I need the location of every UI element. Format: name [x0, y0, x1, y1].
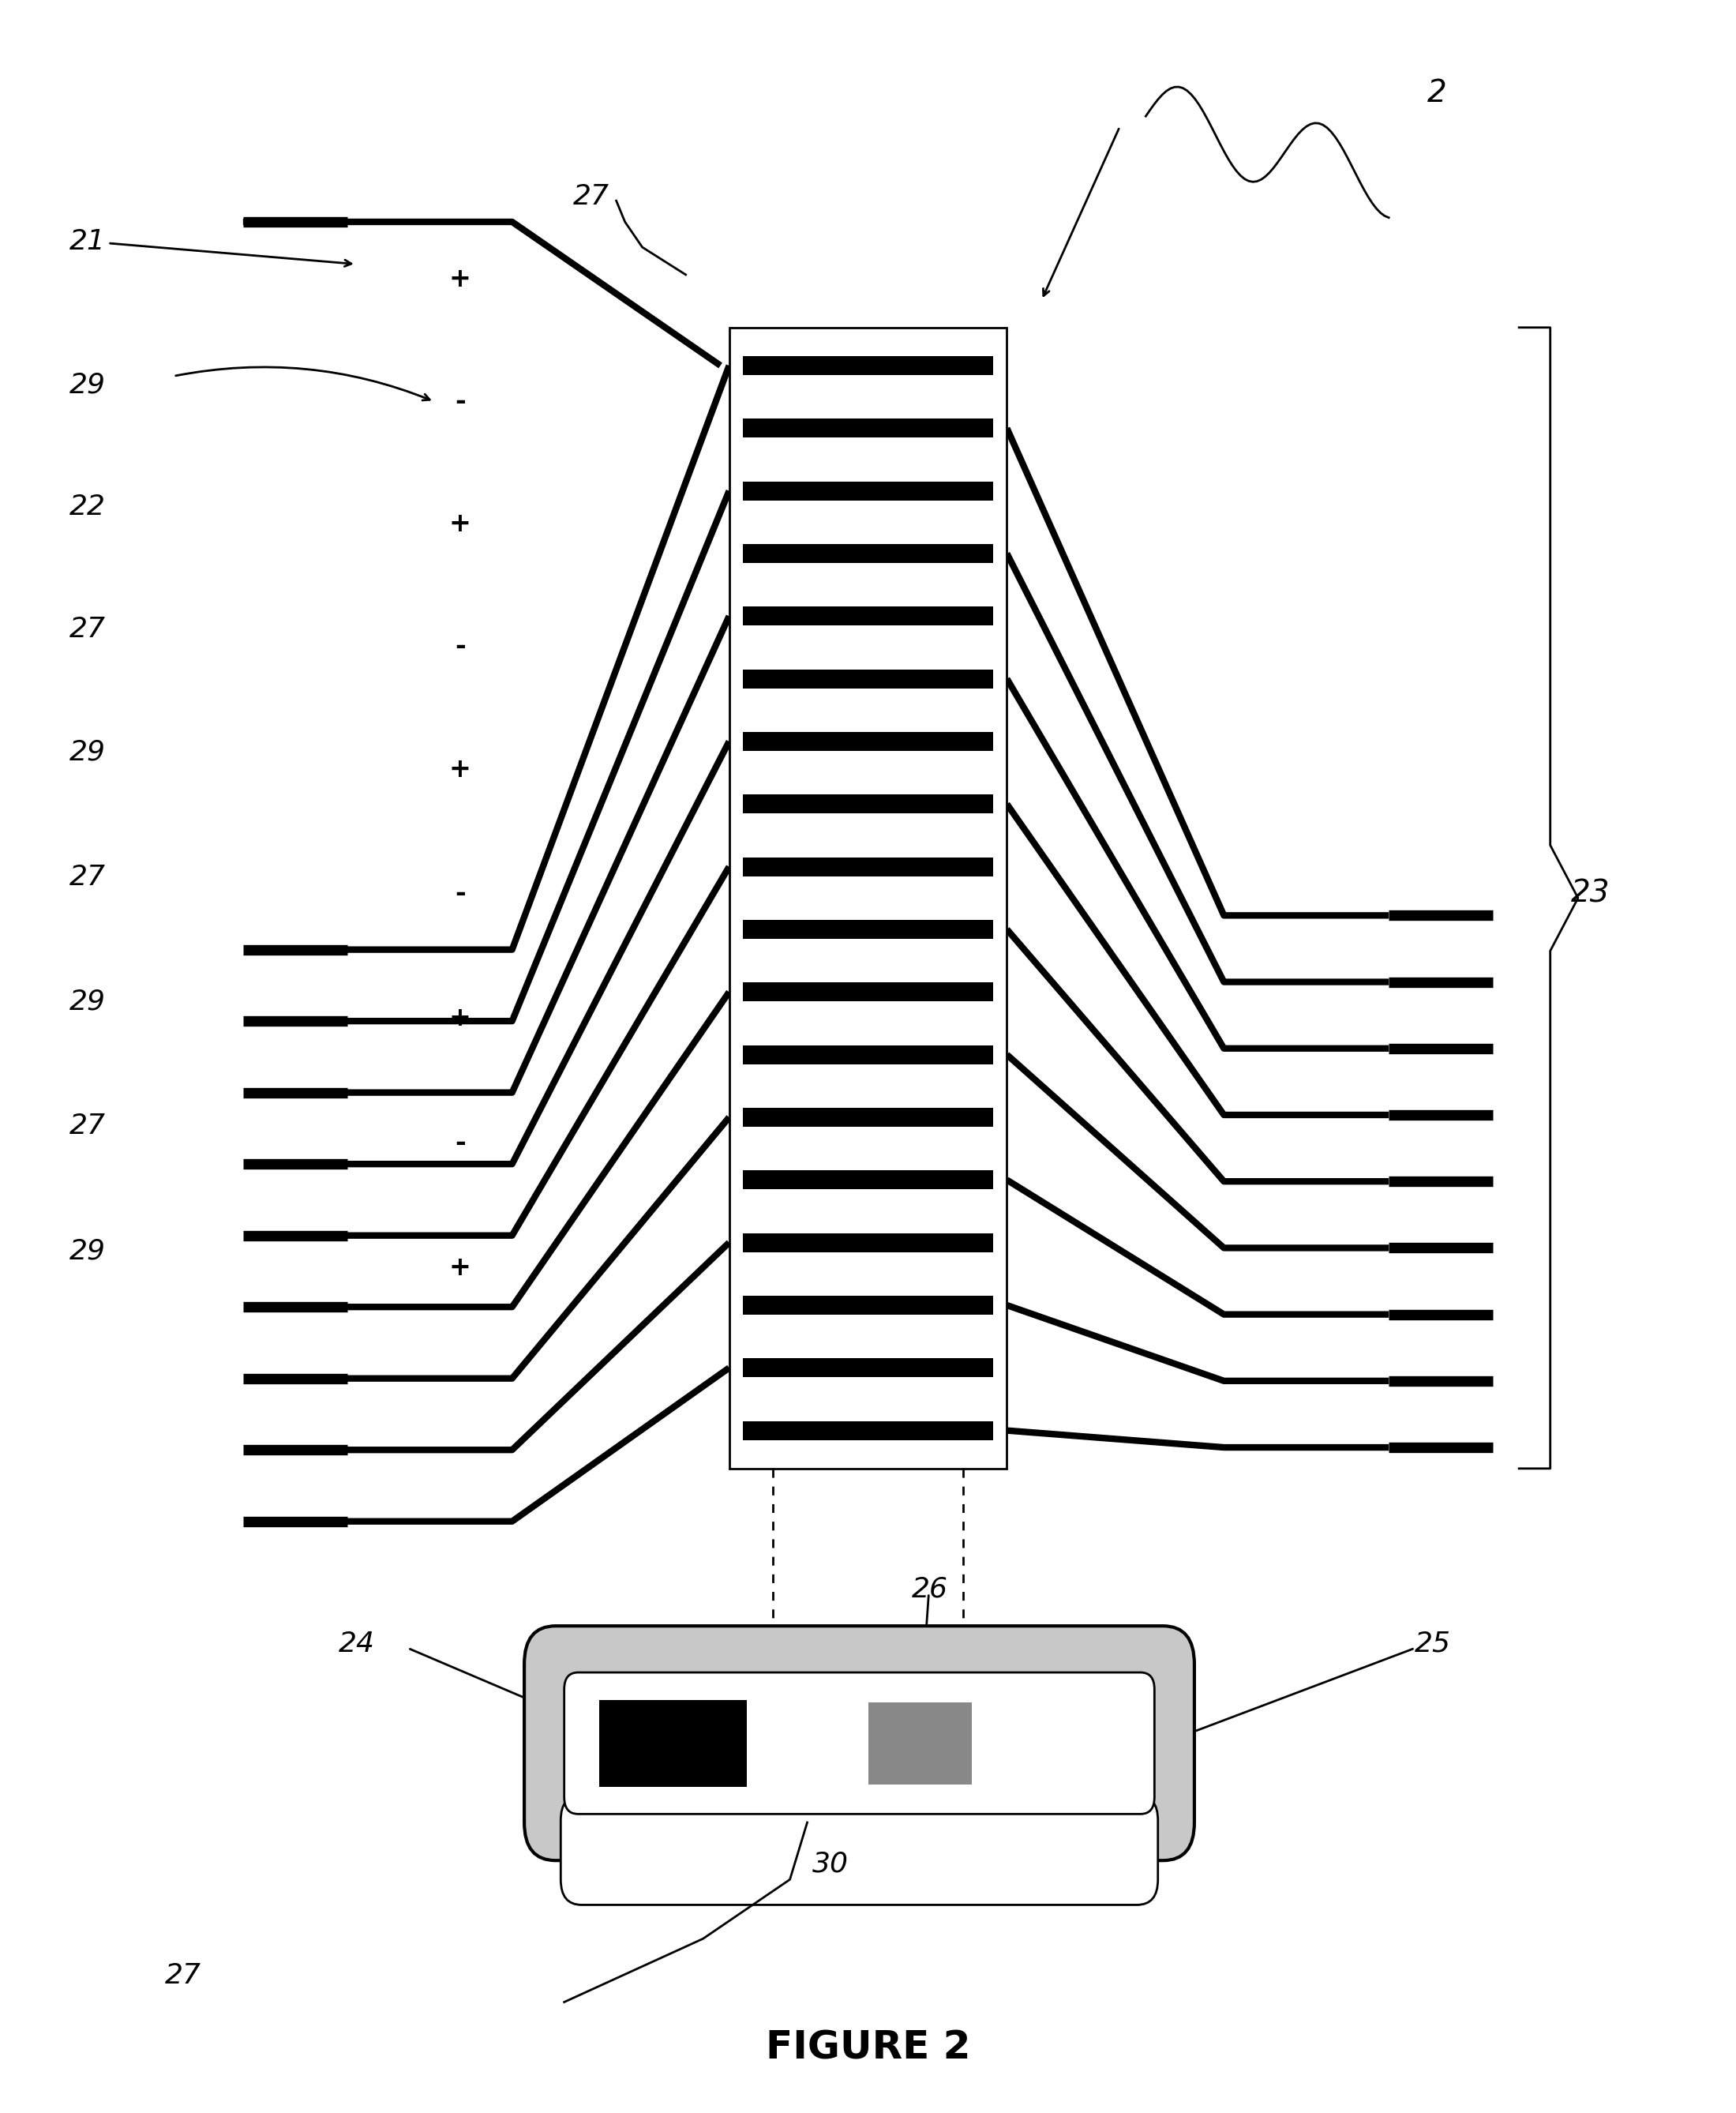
Bar [599, 1699, 746, 1788]
Bar [743, 1359, 993, 1378]
Text: +: + [450, 1255, 470, 1280]
Text: 25: 25 [1415, 1631, 1451, 1657]
Text: -: - [455, 881, 465, 906]
Text: 27: 27 [573, 184, 609, 209]
Bar [743, 543, 993, 562]
Text: 29: 29 [69, 1238, 106, 1264]
Bar [743, 482, 993, 501]
Text: 29: 29 [69, 372, 106, 397]
Text: 2: 2 [1427, 78, 1446, 108]
Text: 21: 21 [69, 228, 351, 266]
Bar [743, 794, 993, 814]
Text: FIGURE 2: FIGURE 2 [766, 2028, 970, 2067]
Bar [743, 1295, 993, 1314]
Text: 27: 27 [69, 1114, 106, 1139]
Text: 23: 23 [1571, 879, 1611, 909]
Text: +: + [450, 1006, 470, 1031]
Text: -: - [455, 634, 465, 659]
Text: 22: 22 [69, 494, 106, 520]
Text: 27: 27 [69, 617, 106, 642]
Text: 29: 29 [69, 989, 106, 1014]
Text: +: + [450, 756, 470, 782]
Bar [743, 731, 993, 750]
Text: 24: 24 [339, 1631, 375, 1657]
Bar [743, 1422, 993, 1441]
Bar [743, 1107, 993, 1126]
Text: 27: 27 [69, 864, 106, 890]
FancyBboxPatch shape [561, 1796, 1158, 1906]
Text: -: - [455, 389, 465, 414]
Text: -: - [455, 1130, 465, 1156]
Text: 26: 26 [911, 1576, 948, 1602]
Text: 29: 29 [69, 740, 106, 765]
Text: 27: 27 [165, 1963, 201, 1988]
Bar [743, 858, 993, 877]
Bar [743, 983, 993, 1002]
FancyBboxPatch shape [524, 1627, 1194, 1862]
Bar [743, 1171, 993, 1190]
Bar [743, 418, 993, 437]
Bar [743, 1234, 993, 1253]
Bar [743, 357, 993, 376]
Bar [743, 670, 993, 689]
Bar [743, 1046, 993, 1065]
Bar [868, 1703, 972, 1783]
Bar [743, 606, 993, 625]
Text: +: + [450, 266, 470, 292]
Bar [743, 919, 993, 938]
FancyBboxPatch shape [564, 1673, 1154, 1813]
Text: 30: 30 [812, 1851, 849, 1876]
Bar [729, 328, 1007, 1469]
Text: +: + [450, 511, 470, 537]
